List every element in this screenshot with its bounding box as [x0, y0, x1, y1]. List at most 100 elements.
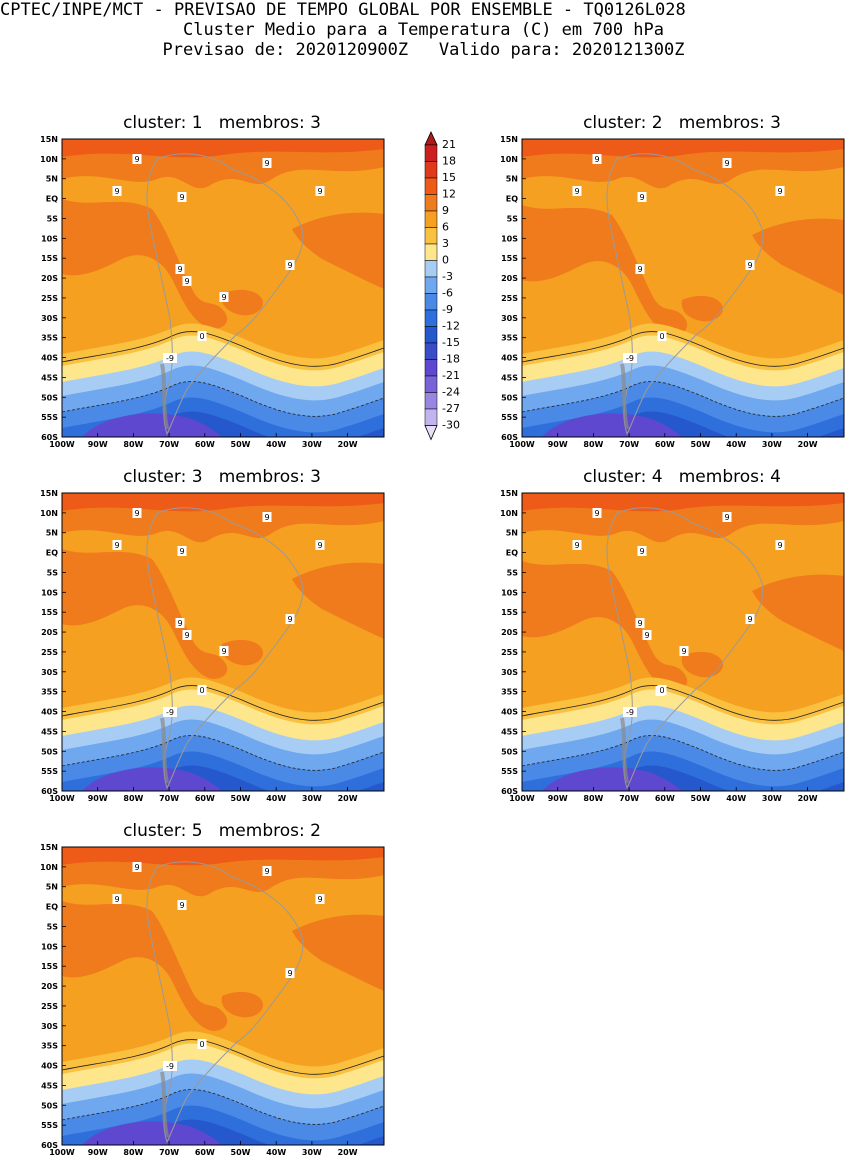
svg-text:9: 9	[264, 513, 269, 522]
lon-label: 20W	[338, 440, 358, 449]
temp-band-9	[522, 561, 688, 691]
lat-label: 60S	[501, 433, 518, 442]
lat-label: 35S	[41, 688, 58, 697]
lat-label: 40S	[41, 1062, 58, 1071]
svg-text:9: 9	[317, 187, 322, 196]
lon-label: 30W	[762, 440, 782, 449]
contour-label: 9	[132, 154, 142, 164]
contour-label: 9	[177, 900, 187, 910]
svg-text:9: 9	[724, 159, 729, 168]
colorbar-swatch	[424, 342, 438, 360]
contour-label: 0	[197, 1039, 207, 1049]
lat-label: 55S	[501, 413, 518, 422]
lat-label: 45S	[501, 373, 518, 382]
svg-text:9: 9	[777, 541, 782, 550]
svg-text:9: 9	[184, 277, 189, 286]
continent-outline	[146, 507, 304, 790]
svg-text:9: 9	[114, 187, 119, 196]
lat-label: 25S	[41, 648, 58, 657]
contour-minus-9	[522, 381, 844, 417]
contour-minus-9	[62, 735, 384, 771]
contour-label: 9	[182, 276, 192, 286]
contour-label: 9	[112, 186, 122, 196]
contour-label: 9	[112, 894, 122, 904]
temp-band-9	[292, 212, 384, 289]
temp-band-9	[752, 574, 844, 651]
header-line-2: Cluster Medio para a Temperatura (C) em …	[182, 20, 665, 40]
temp-band-9	[221, 289, 263, 316]
svg-text:9: 9	[179, 547, 184, 556]
contour-0	[522, 331, 844, 367]
contour-minus-9	[522, 735, 844, 771]
lon-label: 20W	[798, 794, 818, 803]
map-panel-4: 15N 10N 5N EQ 5S 10S 15S 20S 25S 30S 35S 40S 45S 50S 5…	[500, 489, 845, 803]
svg-text:9: 9	[639, 193, 644, 202]
map-panel-5: 15N 10N 5N EQ 5S 10S 15S 20S 25S 30S 35S 40S 45S 50S 5…	[40, 843, 385, 1157]
lat-label: 40S	[501, 354, 518, 363]
svg-text:9: 9	[637, 619, 642, 628]
colorbar-bottom-arrow	[424, 425, 438, 441]
lat-label: 20S	[41, 628, 58, 637]
lon-label: 40W	[266, 794, 286, 803]
colorbar-swatch	[424, 227, 438, 245]
lat-label: 50S	[501, 747, 518, 756]
temp-band-12	[522, 139, 844, 158]
panel-title-4: cluster: 4 membros: 4	[583, 467, 781, 487]
temp-band-9	[292, 562, 384, 639]
svg-text:9: 9	[594, 155, 599, 164]
lat-label: 30S	[41, 314, 58, 323]
lon-label: 40W	[726, 794, 746, 803]
lat-label: 5N	[46, 529, 58, 538]
svg-text:9: 9	[681, 647, 686, 656]
colorbar-swatch	[424, 194, 438, 212]
colorbar-swatch	[424, 293, 438, 311]
lon-label: 60W	[195, 1148, 215, 1157]
contour-label: 9	[219, 292, 229, 302]
map-panel-2: 15N 10N 5N EQ 5S 10S 15S 20S 25S 30S 35S 40S 45S 50S 5…	[500, 135, 845, 449]
header-line-3: Previsao de: 2020120900Z Valido para: 20…	[162, 40, 685, 60]
contour-label: 9	[219, 646, 229, 656]
contour-label: 9	[592, 508, 602, 518]
map-frame	[61, 492, 385, 792]
temp-band-minus-18	[82, 413, 222, 437]
lat-label: 10N	[500, 509, 518, 518]
svg-text:9: 9	[177, 265, 182, 274]
lat-label: 50S	[41, 393, 58, 402]
contour-label: 9	[637, 192, 647, 202]
lat-label: 30S	[41, 1022, 58, 1031]
lat-label: 40S	[501, 708, 518, 717]
colorbar-label: 15	[442, 171, 456, 184]
lat-label: EQ	[46, 549, 58, 558]
lat-label: 10S	[501, 588, 518, 597]
colorbar-label: 18	[442, 155, 456, 168]
svg-text:9: 9	[317, 895, 322, 904]
contour-label: 9	[592, 154, 602, 164]
lat-label: 20S	[41, 274, 58, 283]
lat-label: 20S	[41, 982, 58, 991]
contour-label: 0	[197, 685, 207, 695]
contour-label: 9	[745, 260, 755, 270]
contour-minus-9	[62, 381, 384, 417]
lon-label: 70W	[619, 794, 639, 803]
contour-label: 0	[197, 331, 207, 341]
colorbar-label: 3	[442, 237, 449, 250]
contour-label: 0	[657, 331, 667, 341]
lat-label: 55S	[41, 1121, 58, 1130]
contour-label: 9	[285, 260, 295, 270]
lat-label: 25S	[41, 1002, 58, 1011]
lon-label: 90W	[548, 440, 568, 449]
lat-label: 10N	[40, 509, 58, 518]
temp-band-9	[752, 218, 844, 295]
lat-label: 45S	[501, 727, 518, 736]
svg-text:0: 0	[199, 1040, 204, 1049]
lon-label: 80W	[583, 440, 603, 449]
panel-title-1: cluster: 1 membros: 3	[123, 113, 321, 133]
lat-label: 20S	[501, 628, 518, 637]
lat-label: 45S	[41, 373, 58, 382]
lat-label: 5S	[47, 214, 59, 223]
contour-label: -9	[163, 707, 177, 717]
contour-label: 9	[285, 614, 295, 624]
svg-text:9: 9	[287, 615, 292, 624]
colorbar-swatch	[424, 276, 438, 294]
svg-text:9: 9	[287, 969, 292, 978]
